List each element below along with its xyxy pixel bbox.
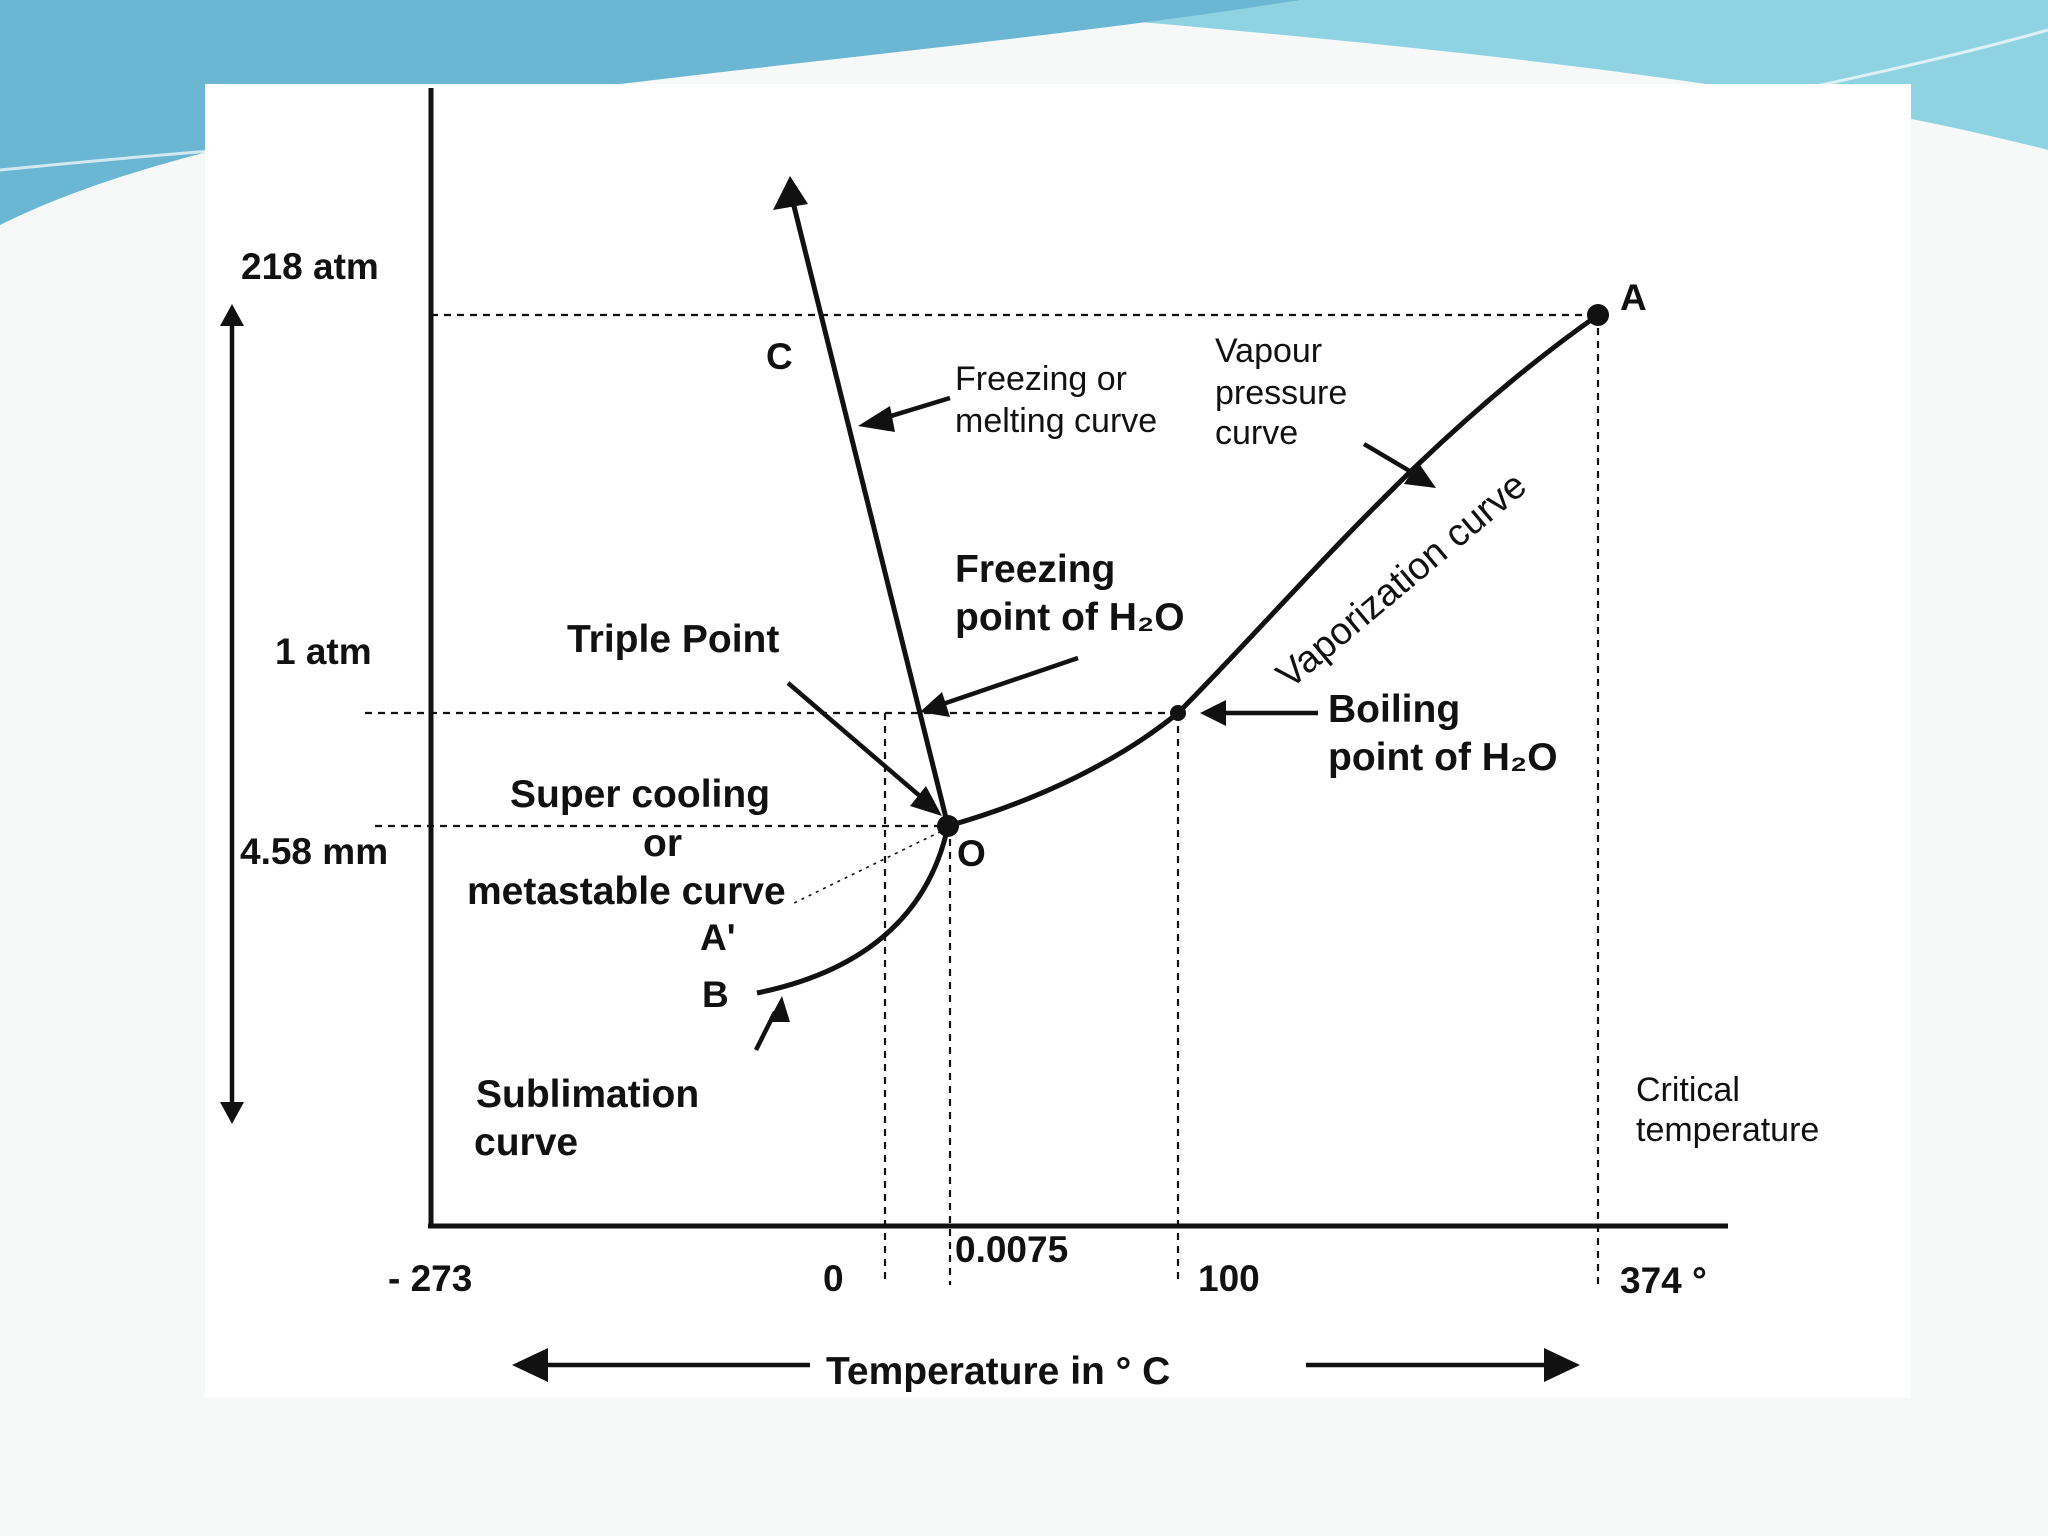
label-freezing-point-line1: Freezing [955, 548, 1115, 591]
header-wave-main [0, 0, 1300, 225]
label-boiling-line1: Boiling [1328, 688, 1460, 731]
label-vapour-line1: Vapour [1215, 332, 1322, 370]
label-critical-line1: Critical [1636, 1071, 1740, 1109]
point-label-B: B [702, 974, 729, 1015]
freezing-point-pointer [939, 655, 1079, 708]
y-label-218atm: 218 atm [241, 246, 379, 287]
vapour-curve-pointer-head [1404, 462, 1436, 488]
vaporization-curve-OA [947, 312, 1600, 829]
triple-point-O [937, 815, 959, 837]
vapour-curve-pointer [1362, 442, 1420, 478]
metastable-curve [789, 827, 949, 906]
label-supercooling-line3: metastable curve [467, 870, 786, 913]
x-tick-minus273: - 273 [388, 1258, 472, 1299]
triple-point-pointer [786, 681, 930, 805]
label-freezing-melting-line2: melting curve [955, 402, 1157, 440]
critical-point-A [1587, 304, 1609, 326]
label-supercooling-line1: Super cooling [510, 773, 770, 816]
label-sublimation-line2: curve [474, 1121, 578, 1164]
freezing-melting-curve-OC [787, 189, 951, 827]
point-label-O: O [957, 833, 986, 874]
label-vaporization-curve: Vaporization curve [1269, 464, 1535, 697]
label-freezing-point-line2: point of H₂O [955, 596, 1185, 639]
temperature-arrow-right-head [1544, 1348, 1580, 1382]
point-label-A: A [1620, 277, 1647, 318]
pressure-arrow-down-head [220, 1102, 244, 1124]
x-tick-374: 374 ° [1620, 1260, 1707, 1301]
boiling-point-pointer-head [1200, 700, 1226, 726]
y-label-458mm: 4.58 mm [240, 831, 388, 872]
x-tick-00075: 0.0075 [955, 1229, 1068, 1270]
freezing-curve-pointer-head [858, 406, 895, 432]
label-critical-line2: temperature [1636, 1111, 1819, 1149]
label-vapour-line3: curve [1215, 414, 1298, 452]
label-supercooling-line2: or [643, 822, 682, 865]
diagram-panel [205, 84, 1911, 1398]
point-label-C: C [766, 336, 793, 377]
x-tick-0: 0 [823, 1258, 844, 1299]
label-sublimation-line1: Sublimation [476, 1073, 699, 1116]
x-tick-100: 100 [1198, 1258, 1260, 1299]
label-freezing-melting-line1: Freezing or [955, 360, 1127, 398]
temperature-arrow-left-head [512, 1348, 548, 1382]
header-wave-top [0, 0, 2048, 150]
label-vapour-line2: pressure [1215, 374, 1347, 412]
triple-point-pointer-head [910, 786, 942, 816]
point-label-A-prime: A' [700, 917, 736, 958]
boiling-point-marker [1170, 705, 1186, 721]
y-label-1atm: 1 atm [275, 631, 372, 672]
x-axis-label: Temperature in ° C [826, 1350, 1170, 1393]
sublimation-pointer-head [768, 996, 790, 1022]
pressure-arrow-up-head [220, 304, 244, 326]
freezing-point-pointer-head [920, 692, 950, 717]
label-boiling-line2: point of H₂O [1328, 736, 1558, 779]
freezing-curve-arrowhead [773, 176, 808, 210]
sublimation-curve-OB [756, 825, 951, 996]
label-triple-point: Triple Point [567, 618, 779, 661]
